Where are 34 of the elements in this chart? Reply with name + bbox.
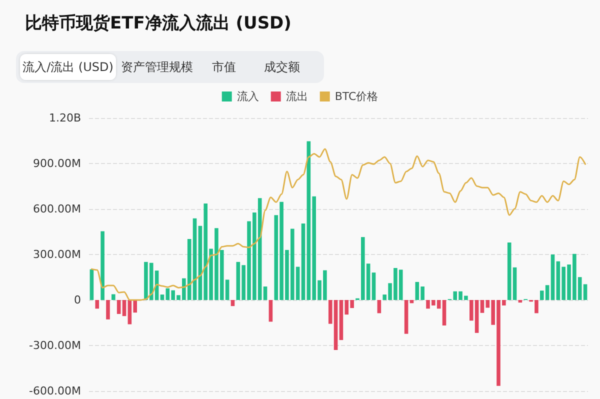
- bar: [518, 300, 522, 303]
- bar: [192, 218, 197, 300]
- bar: [90, 269, 94, 300]
- y-tick-label: 600.00M: [33, 202, 81, 216]
- bar: [268, 300, 273, 322]
- bar: [112, 294, 116, 300]
- y-tick-label: 0: [74, 294, 81, 306]
- bar: [377, 300, 382, 314]
- bar: [100, 231, 104, 300]
- y-tick-label: 300.00M: [33, 248, 81, 261]
- line-series: [90, 148, 586, 301]
- legend-label: BTC价格: [334, 90, 378, 103]
- y-tick-label: -600.00M: [29, 384, 81, 398]
- text: 资产管理规模: [121, 60, 193, 74]
- text: 成交额: [264, 60, 300, 74]
- bar: [122, 300, 126, 316]
- bar: [442, 300, 446, 326]
- chart-title: 比特币现货ETF净流入流出 (USD): [25, 14, 292, 34]
- bar: [106, 300, 110, 320]
- text: 流入/流出 (USD): [22, 60, 114, 74]
- bar: [372, 272, 376, 300]
- y-tick-label: 900.00M: [33, 157, 81, 170]
- text: 市值: [212, 60, 236, 74]
- legend-label: 流出: [286, 90, 308, 103]
- bar: [480, 300, 484, 313]
- bar: [116, 300, 121, 314]
- legend-label: 流入: [236, 90, 259, 103]
- bar: [301, 224, 306, 300]
- y-tick-label: 1.20B: [48, 112, 81, 124]
- bar: [404, 300, 408, 334]
- bar: [230, 300, 235, 306]
- bar: [550, 254, 555, 300]
- bar: [95, 300, 100, 309]
- y-tick-label: -300.00M: [29, 339, 81, 352]
